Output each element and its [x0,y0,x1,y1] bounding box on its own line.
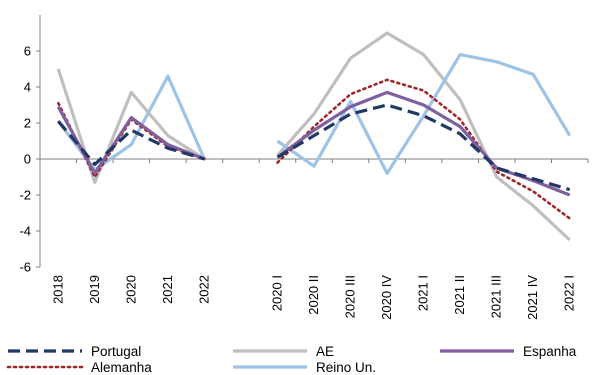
y-tick-label: -2 [19,188,31,203]
series-line-alemanha [57,78,571,220]
series-line-portugal [57,103,571,192]
x-tick-label: 2019 [87,275,102,304]
x-tick-label: 2020 [123,275,138,304]
y-tick-label: -6 [19,260,31,275]
x-tick-label: 2020 II [306,275,321,315]
x-tick-label: 2021 I [416,275,431,311]
legend-label: Reino Un. [316,360,376,375]
y-tick-label: 4 [24,80,31,95]
legend-label: Espanha [523,344,577,359]
legend-label: Alemanha [91,360,152,375]
x-tick-label: 2020 III [343,275,358,318]
y-tick-label: 6 [24,44,31,59]
x-tick-label: 2020 IV [379,275,394,320]
x-tick-label: 2021 III [489,275,504,318]
x-tick-label: 2020 I [269,275,284,311]
series-line-espanha [56,90,571,197]
y-tick-label: 0 [24,152,31,167]
x-tick-label: 2018 [50,275,65,304]
x-tick-label: 2021 IV [525,275,540,320]
y-tick-label: 2 [24,116,31,131]
x-axis: 2018 2019 2020 2021 2022 2020 I 2020 II 2020 II… [39,158,589,320]
x-tick-label: 2022 [196,275,211,304]
x-tick-label: 2021 [160,275,175,304]
legend-label: AE [316,344,334,359]
y-tick-label: -4 [19,224,31,239]
x-tick-label: 2022 I [562,275,577,311]
x-tick-label: 2021 II [452,275,467,315]
y-axis: -6 -4 -2 0 2 4 6 [19,15,41,275]
legend: Portugal AE Espanha Alemanha Reino Un. [6,344,577,375]
series-line-ae [56,31,571,242]
series-lines [56,31,572,242]
legend-label: Portugal [91,344,141,359]
